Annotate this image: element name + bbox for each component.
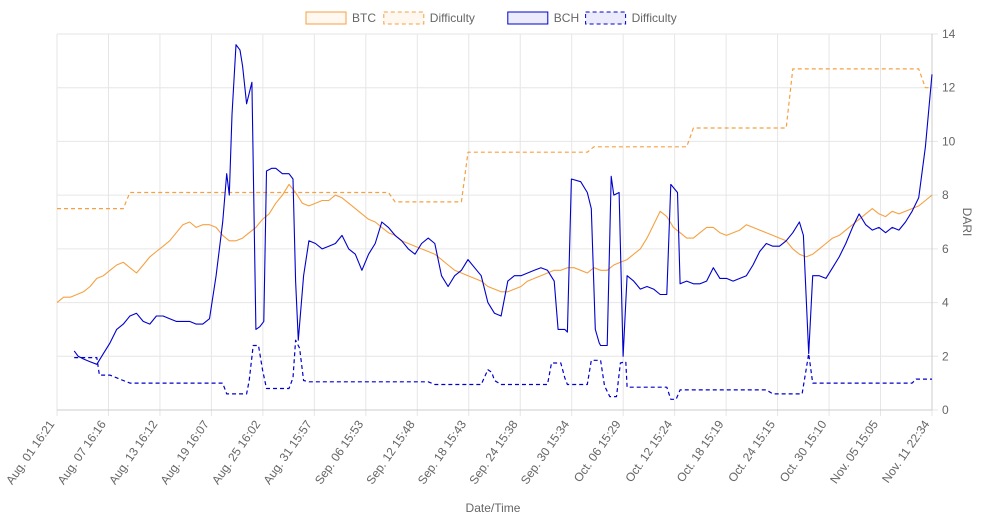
y-tick-label: 12 (942, 81, 956, 95)
y-axis-title: DARI (960, 208, 974, 237)
x-tick-label: Nov. 11 22:34 (879, 417, 932, 485)
y-tick-label: 0 (942, 403, 949, 417)
x-tick-label: Aug. 01 16:21 (3, 417, 58, 487)
series-line-difficulty-dashed (74, 339, 932, 400)
x-tick-label: Oct. 18 15:19 (674, 417, 727, 484)
chart-legend: BTC Difficulty BCH Difficulty (305, 11, 677, 25)
x-tick-label: Sep. 06 15:53 (312, 417, 367, 487)
series-line-btc (56, 183, 933, 304)
legend-swatch (383, 11, 425, 25)
y-tick-label: 4 (942, 296, 949, 310)
x-tick-label: Aug. 25 16:02 (209, 417, 264, 487)
series-line-difficulty-dashed (57, 68, 932, 210)
x-tick-label: Aug. 07 16:16 (55, 417, 110, 487)
x-tick-label: Sep. 24 15:38 (466, 417, 521, 487)
y-tick-label: 10 (942, 134, 956, 148)
series-line-bch (73, 44, 933, 365)
x-tick-label: Sep. 12 15:48 (363, 417, 418, 487)
legend-label: Difficulty (632, 11, 677, 25)
y-tick-label: 6 (942, 242, 949, 256)
y-axis: 0 2 4 6 8 10 12 14 (942, 27, 956, 417)
legend-label: BCH (554, 11, 579, 25)
legend-swatch (585, 11, 627, 25)
legend-swatch (305, 11, 347, 25)
x-tick-label: Oct. 06 15:29 (571, 417, 624, 484)
legend-label: Difficulty (430, 11, 475, 25)
x-tick-label: Nov. 05 15:05 (827, 417, 881, 486)
y-tick-label: 8 (942, 188, 949, 202)
x-axis-title: Date/Time (466, 501, 521, 515)
x-tick-label: Sep. 18 15:43 (415, 417, 470, 487)
x-tick-label: Oct. 24 15:15 (725, 417, 778, 484)
x-tick-label: Aug. 19 16:07 (158, 417, 213, 487)
y-tick-label: 14 (942, 27, 956, 41)
x-tick-label: Aug. 13 16:12 (106, 417, 161, 487)
y-tick-label: 2 (942, 349, 949, 363)
grid-lines (56, 33, 938, 416)
legend-swatch (507, 11, 549, 25)
x-tick-label: Oct. 12 15:24 (622, 417, 675, 484)
x-tick-label: Sep. 30 15:34 (518, 417, 573, 487)
legend-label: BTC (352, 11, 376, 25)
x-tick-label: Aug. 31 15:57 (260, 417, 315, 487)
x-tick-label: Oct. 30 15:10 (777, 417, 830, 484)
series-layer (56, 44, 933, 400)
